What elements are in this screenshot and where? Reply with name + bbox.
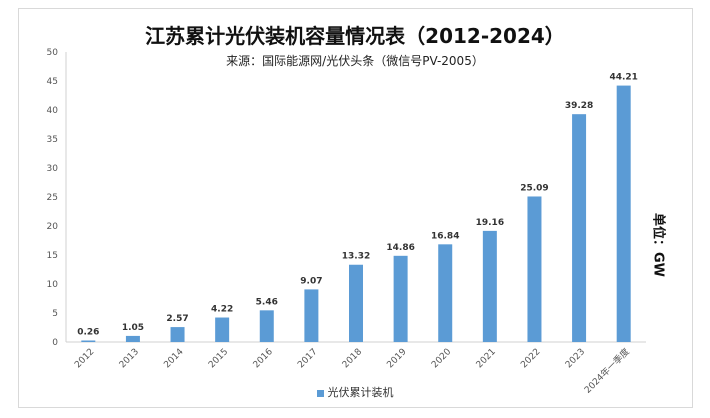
x-tick-label: 2015: [207, 347, 230, 370]
bar: [304, 289, 319, 342]
bar: [81, 340, 96, 342]
y-tick-label: 35: [47, 135, 58, 145]
bar: [527, 196, 542, 342]
y-tick-label: 10: [47, 280, 59, 290]
x-tick-label: 2017: [296, 347, 319, 370]
bar: [438, 244, 453, 342]
data-label: 2.57: [166, 314, 188, 324]
data-label: 13.32: [342, 252, 370, 262]
y-tick-label: 50: [47, 48, 59, 58]
data-label: 4.22: [211, 305, 233, 315]
data-label: 39.28: [565, 101, 593, 111]
bar: [616, 85, 631, 342]
x-tick-label: 2013: [118, 347, 141, 370]
legend: 光伏累计装机: [0, 384, 710, 400]
x-tick-label: 2012: [73, 347, 96, 370]
data-label: 19.16: [476, 218, 504, 228]
bar: [482, 230, 497, 342]
chart-title: 江苏累计光伏装机容量情况表（2012-2024）: [145, 24, 565, 48]
chart-frame: [18, 8, 693, 408]
bar: [572, 114, 587, 343]
x-tick-label: 2014: [162, 347, 185, 370]
data-label: 5.46: [256, 297, 278, 307]
bar: [170, 327, 185, 342]
data-label: 9.07: [300, 276, 322, 286]
data-label: 1.05: [122, 323, 144, 333]
x-tick-label: 2020: [430, 347, 453, 370]
y-tick-label: 45: [47, 77, 58, 87]
data-label: 14.86: [386, 243, 414, 253]
bar: [259, 310, 274, 342]
y-tick-label: 0: [52, 338, 58, 348]
y-tick-label: 5: [52, 309, 58, 319]
chart-subtitle: 来源：国际能源网/光伏头条（微信号PV-2005）: [226, 54, 484, 68]
y-tick-label: 20: [47, 222, 59, 232]
x-tick-label: 2021: [475, 347, 498, 370]
x-tick-label: 2016: [252, 347, 275, 370]
data-label: 16.84: [431, 231, 459, 241]
bar: [349, 264, 363, 342]
x-tick-label: 2023: [564, 347, 587, 370]
data-label: 0.26: [77, 327, 99, 337]
legend-label: 光伏累计装机: [327, 386, 394, 399]
data-label: 25.09: [520, 183, 548, 193]
y-tick-label: 25: [47, 193, 58, 203]
x-tick-label: 2019: [385, 347, 408, 370]
bar: [125, 335, 140, 342]
bar: [393, 255, 408, 342]
data-label: 44.21: [609, 73, 637, 83]
x-tick-label: 2022: [519, 347, 542, 370]
bar: [215, 317, 230, 342]
legend-swatch: [316, 389, 324, 397]
x-tick-label: 2018: [341, 347, 364, 370]
y-tick-label: 40: [47, 106, 59, 116]
y-tick-label: 15: [47, 251, 58, 261]
y-tick-label: 30: [47, 164, 59, 174]
